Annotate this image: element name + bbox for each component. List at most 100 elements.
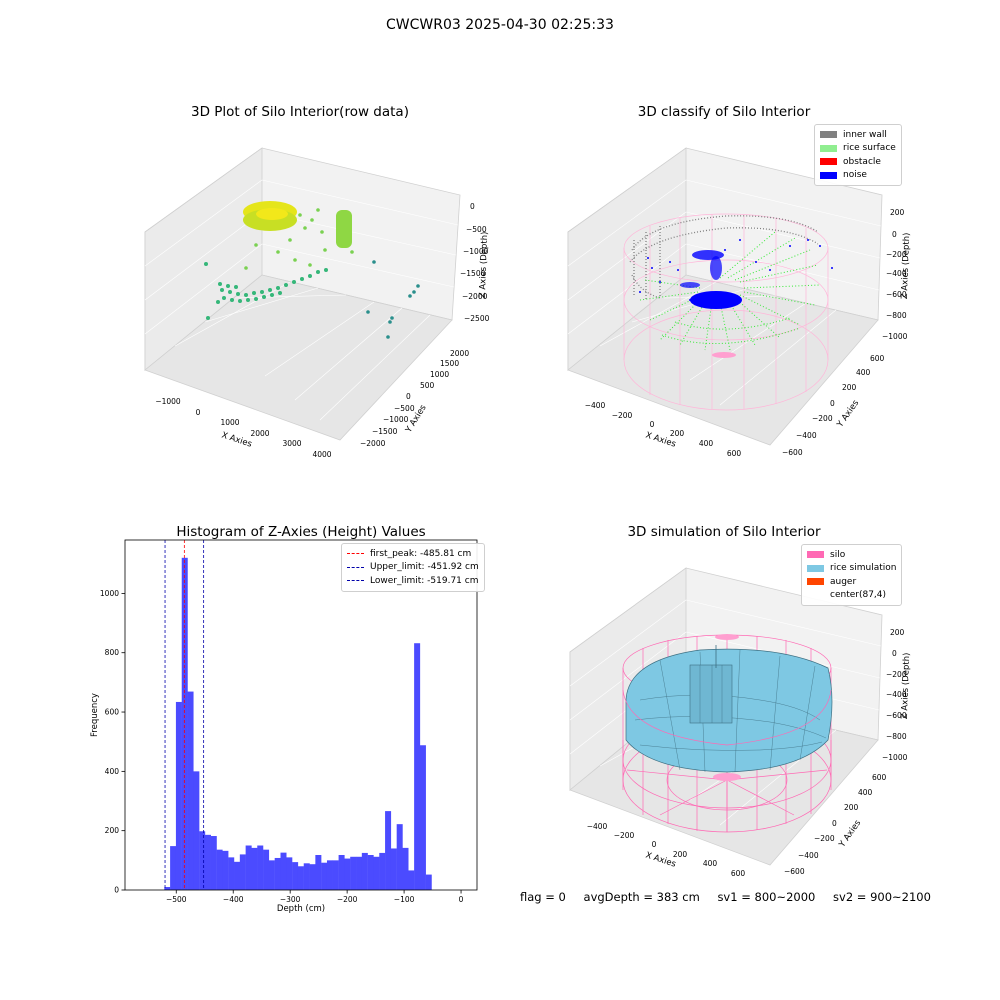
legend-swatch-obstacle <box>820 158 837 166</box>
legend-label-lower-limit: Lower_limit: -519.71 cm <box>370 575 479 586</box>
classify-y-tick-6: 600 <box>870 354 885 363</box>
classify-z-tick-2: −200 <box>886 250 907 259</box>
histogram-bar <box>263 849 270 890</box>
histogram-bar <box>268 860 275 890</box>
histogram-bar <box>175 701 182 890</box>
histogram-bar <box>408 870 415 890</box>
classify-legend: inner wall rice surface obstacle noise <box>814 124 902 186</box>
legend-item-center: center(87,4) <box>807 589 896 603</box>
legend-label-silo: silo <box>830 549 846 560</box>
classify-y-tick-2: −200 <box>812 414 833 423</box>
legend-item-upper-limit: Upper_limit: -451.92 cm <box>347 561 479 575</box>
classify-inner-wall-points <box>629 215 819 300</box>
histogram-bar <box>338 855 345 890</box>
histogram-bar <box>373 856 380 890</box>
histogram-x-axis-label: Depth (cm) <box>277 904 325 914</box>
histogram-bar <box>193 771 200 890</box>
legend-line-upper-limit <box>347 566 364 568</box>
classify-silo-cylinder <box>623 213 829 411</box>
raw-z-tick-3: −1500 <box>460 269 486 278</box>
sv2-text: sv2 = 900~2100 <box>833 890 931 904</box>
raw-z-tick-1: −500 <box>466 225 487 234</box>
histogram-bar <box>315 855 322 890</box>
histogram-bar <box>367 855 374 890</box>
classify-noise-points <box>639 239 833 309</box>
raw-data-plot-title: 3D Plot of Silo Interior(row data) <box>191 104 409 120</box>
histogram-x-tick-label: 0 <box>459 895 464 904</box>
raw-y-tick-6: 1000 <box>430 370 449 379</box>
sv1-text: sv1 = 800~2000 <box>717 890 816 904</box>
histogram-x-tick-label: −500 <box>166 895 187 904</box>
raw-x-tick-1: 0 <box>196 408 201 417</box>
histogram-bar <box>204 834 211 890</box>
legend-line-lower-limit <box>347 580 364 582</box>
classify-z-tick-6: −1000 <box>882 332 908 341</box>
legend-label-rice-surface: rice surface <box>843 143 896 154</box>
histogram-bar <box>280 852 287 890</box>
classify-z-axis-label: Z Axies (Depth) <box>900 232 912 299</box>
simulation-x-tick-0: −400 <box>587 822 608 831</box>
legend-line-first-peak <box>347 553 364 555</box>
raw-y-tick-3: −500 <box>394 404 415 413</box>
histogram-bar <box>251 847 258 890</box>
legend-label-upper-limit: Upper_limit: -451.92 cm <box>370 562 479 573</box>
raw-data-3d-svg: −1000 0 1000 2000 3000 4000 X Axies −200… <box>144 147 490 459</box>
histogram-bar <box>390 848 397 890</box>
legend-item-rice-simulation: rice simulation <box>807 562 896 576</box>
histogram-legend: first_peak: -485.81 cm Upper_limit: -451… <box>341 543 485 592</box>
simulation-silo-front <box>622 689 832 790</box>
histogram-bar <box>164 887 171 890</box>
simulation-y-tick-2: −200 <box>814 834 835 843</box>
simulation-floor-center <box>713 773 741 781</box>
simulation-x-tick-2: 0 <box>652 840 657 849</box>
legend-label-auger: auger <box>830 576 857 587</box>
legend-item-silo: silo <box>807 548 896 562</box>
histogram-x-ticks: −500 −400 −300 −200 −100 0 <box>166 890 464 904</box>
raw-y-tick-5: 500 <box>420 381 435 390</box>
histogram-bar <box>257 845 264 890</box>
simulation-z-tick-3: −400 <box>886 690 907 699</box>
classify-x-tick-5: 600 <box>727 449 742 458</box>
histogram-bar <box>228 857 235 890</box>
histogram-bar <box>303 863 310 890</box>
legend-label-rice-simulation: rice simulation <box>830 563 897 574</box>
classify-z-tick-4: −600 <box>886 290 907 299</box>
histogram-bar <box>350 856 357 890</box>
classify-x-tick-1: −200 <box>612 411 633 420</box>
simulation-x-tick-4: 400 <box>703 859 718 868</box>
legend-label-noise: noise <box>843 170 867 181</box>
histogram-bar <box>210 836 217 890</box>
simulation-rice-surface <box>625 645 833 773</box>
histogram-bar <box>170 846 177 890</box>
raw-x-tick-0: −1000 <box>155 397 181 406</box>
histogram-bar <box>396 824 403 890</box>
simulation-y-tick-6: 600 <box>872 773 887 782</box>
classify-x-tick-4: 400 <box>699 439 714 448</box>
histogram-bar <box>234 861 241 890</box>
figure-title: CWCWR03 2025-04-30 02:25:33 <box>386 17 614 33</box>
histogram-bar <box>332 860 339 890</box>
classify-floor-pane <box>567 274 879 446</box>
simulation-y-tick-4: 200 <box>844 803 859 812</box>
histogram-x-tick-label: −300 <box>280 895 301 904</box>
histogram-bar <box>326 860 333 890</box>
flag-text: flag = 0 <box>520 890 566 904</box>
raw-x-tick-2: 1000 <box>220 418 239 427</box>
histogram-y-tick-label: 400 <box>105 767 120 776</box>
classify-y-tick-0: −600 <box>782 448 803 457</box>
histogram-bar <box>286 857 293 890</box>
histogram-bar <box>321 862 328 890</box>
histogram-title: Histogram of Z-Axies (Height) Values <box>176 524 426 540</box>
raw-y-tick-1: −1500 <box>372 427 398 436</box>
simulation-z-tick-6: −1000 <box>882 753 908 762</box>
classify-x-tick-0: −400 <box>585 401 606 410</box>
legend-swatch-auger <box>807 578 824 586</box>
histogram-axes-frame <box>124 539 478 891</box>
classify-y-tick-1: −400 <box>796 431 817 440</box>
legend-swatch-center <box>807 592 824 599</box>
raw-point-cloud <box>204 201 420 339</box>
raw-y-tick-2: −1000 <box>383 415 409 424</box>
histogram-bar <box>309 864 316 890</box>
raw-x-tick-3: 2000 <box>250 429 269 438</box>
